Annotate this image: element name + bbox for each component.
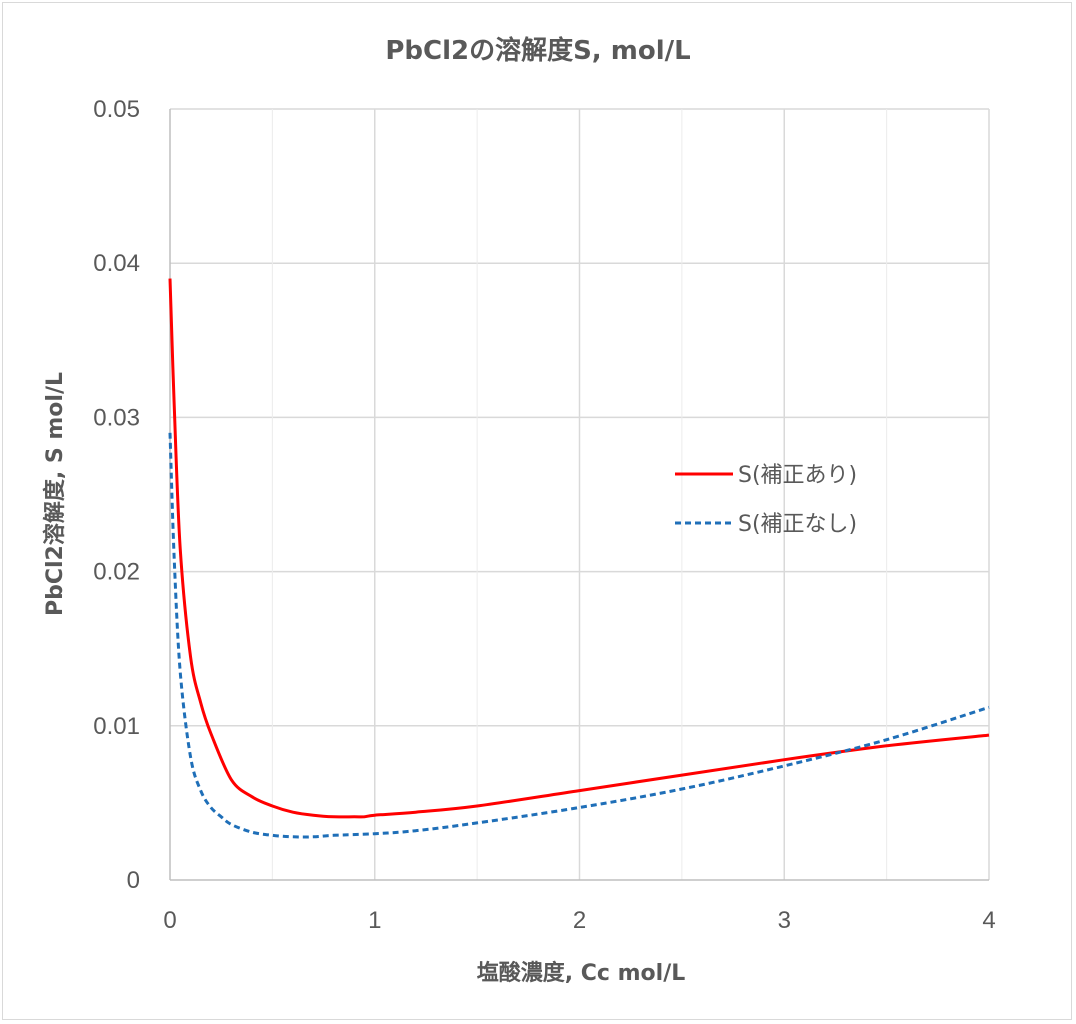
- y-tick-label: 0.01: [93, 713, 140, 740]
- grid-lines: [170, 108, 990, 880]
- x-tick-label: 2: [573, 907, 586, 934]
- y-tick-label: 0.04: [93, 250, 140, 277]
- x-tick-label: 3: [778, 907, 791, 934]
- x-tick-label: 1: [368, 907, 381, 934]
- y-tick-label: 0: [127, 867, 140, 894]
- series-line-s-corrected: [168, 278, 990, 819]
- y-tick-label: 0.02: [93, 559, 140, 586]
- axes: [169, 109, 989, 881]
- x-axis-title: 塩酸濃度, Cc mol/L: [477, 960, 686, 986]
- y-tick-labels: 0 0.01 0.02 0.03 0.04 0.05: [93, 96, 140, 894]
- chart-title: PbCl2の溶解度S, mol/L: [385, 35, 690, 66]
- series-line-s-uncorrected: [168, 432, 990, 839]
- y-axis-title: PbCl2溶解度, S mol/L: [42, 372, 68, 616]
- x-tick-label: 4: [982, 907, 995, 934]
- legend-label-s-uncorrected: S(補正なし): [738, 512, 857, 537]
- legend: S(補正あり) S(補正なし): [675, 463, 857, 537]
- y-tick-label: 0.05: [93, 96, 140, 123]
- y-tick-label: 0.03: [93, 404, 140, 431]
- series-group: [168, 278, 990, 839]
- x-tick-label: 0: [163, 907, 176, 934]
- x-tick-labels: 0 1 2 3 4: [163, 907, 995, 934]
- legend-label-s-corrected: S(補正あり): [738, 463, 857, 488]
